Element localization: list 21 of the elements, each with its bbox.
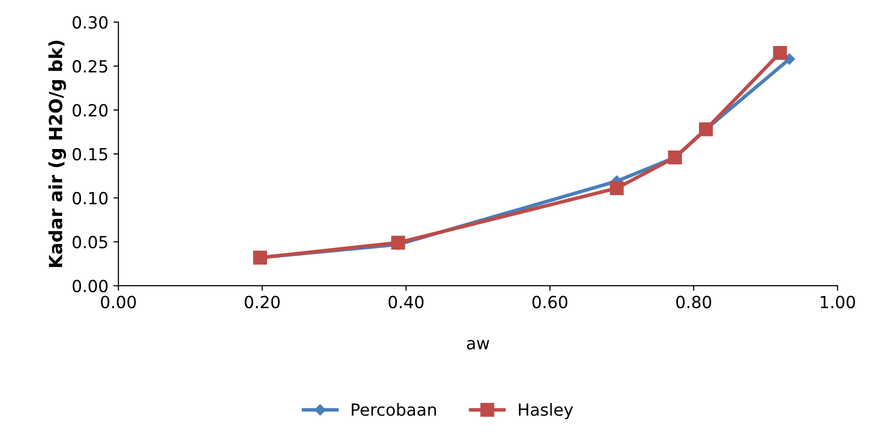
x-tick-label: 0.20 [244, 296, 280, 308]
x-tick-label: 0.60 [532, 296, 568, 308]
legend-label: Percobaan [352, 403, 436, 416]
y-tick-label: 0.10 [72, 192, 108, 204]
x-tick-label: 0.80 [676, 296, 712, 308]
y-tick-label: 0.00 [72, 280, 108, 292]
y-tick-label: 0.15 [72, 148, 108, 161]
y-axis-title: Kadar air (g H2O/g bk) [48, 40, 66, 268]
point [391, 236, 406, 250]
y-tick-label: 0.20 [72, 104, 108, 117]
point [784, 53, 795, 65]
point [610, 181, 624, 196]
x-tick-label: 1.00 [820, 296, 855, 308]
point [773, 46, 787, 60]
y-tick-label: 0.25 [72, 60, 108, 73]
y-tick-label: 0.30 [72, 16, 108, 29]
x-tick-label: 0.40 [388, 296, 424, 308]
x-axis-title: aw [467, 340, 490, 350]
y-tick-label: 0.05 [72, 236, 108, 248]
legend-label: Hasley [518, 403, 573, 420]
x-tick-label: 0.00 [100, 296, 136, 308]
